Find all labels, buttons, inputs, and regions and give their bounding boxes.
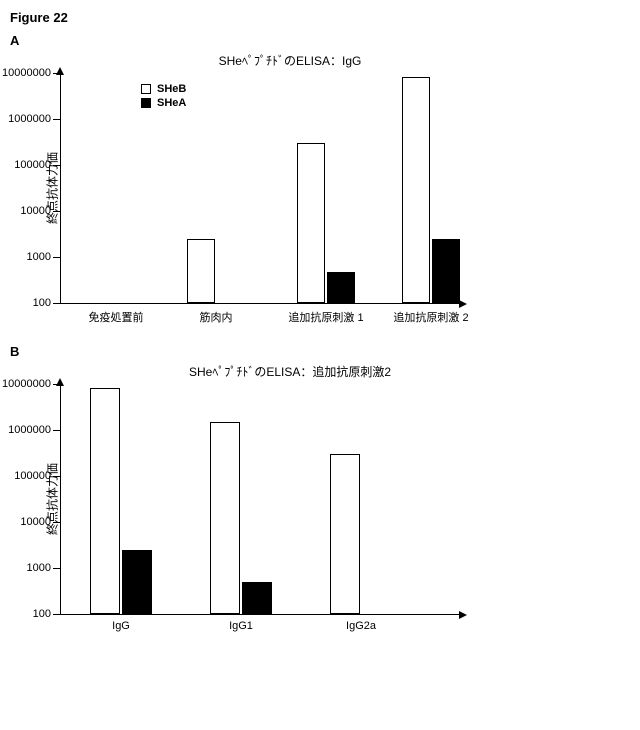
x-tick-label: 筋肉内 xyxy=(200,303,233,325)
y-tick-label: 1000000 xyxy=(8,424,61,436)
bar-SHeA xyxy=(327,272,355,303)
bar-SHeA xyxy=(122,550,152,614)
y-tick-label: 100 xyxy=(33,297,61,309)
figure-label: Figure 22 xyxy=(10,10,630,25)
x-tick-label: IgG2a xyxy=(346,614,376,632)
y-tick-label: 10000000 xyxy=(2,378,61,390)
y-tick-label: 100000 xyxy=(14,470,61,482)
panel-a-label: A xyxy=(10,33,630,48)
x-axis-arrow-icon xyxy=(459,611,467,619)
bar-SHeB xyxy=(330,454,360,614)
y-tick-label: 1000 xyxy=(27,562,61,574)
bar-SHeB xyxy=(210,422,240,614)
panel-b-label: B xyxy=(10,344,630,359)
x-tick-label: 追加抗原刺激 2 xyxy=(393,303,468,325)
bar-SHeB xyxy=(402,77,430,303)
chart-a-title: SHeﾍﾟﾌﾟﾁﾄﾞのELISA：IgG xyxy=(60,52,520,69)
legend-swatch-icon xyxy=(141,84,151,94)
y-tick-label: 10000 xyxy=(20,516,61,528)
y-tick-label: 10000000 xyxy=(2,67,61,79)
bar-SHeA xyxy=(432,239,460,303)
legend-item: SHeB xyxy=(141,83,186,95)
bar-SHeB xyxy=(297,143,325,303)
legend: SHeB SHeA xyxy=(141,83,186,111)
chart-a-plot: 終点抗体力価 100100010000100000100000010000000… xyxy=(60,73,461,304)
bar-SHeB xyxy=(187,239,215,303)
x-tick-label: 免疫処置前 xyxy=(89,303,144,325)
y-tick-label: 10000 xyxy=(20,205,61,217)
legend-swatch-icon xyxy=(141,98,151,108)
bar-SHeB xyxy=(90,388,120,614)
chart-b-title: SHeﾍﾟﾌﾟﾁﾄﾞのELISA：追加抗原刺激2 xyxy=(60,363,520,380)
y-tick-label: 100000 xyxy=(14,159,61,171)
chart-b: SHeﾍﾟﾌﾟﾁﾄﾞのELISA：追加抗原刺激2 終点抗体力価 10010001… xyxy=(60,363,520,615)
y-tick-label: 1000000 xyxy=(8,113,61,125)
legend-item: SHeA xyxy=(141,97,186,109)
legend-label: SHeB xyxy=(157,83,186,95)
y-tick-label: 100 xyxy=(33,608,61,620)
y-tick-label: 1000 xyxy=(27,251,61,263)
x-tick-label: IgG1 xyxy=(229,614,253,632)
legend-label: SHeA xyxy=(157,97,186,109)
chart-b-plot: 終点抗体力価 100100010000100000100000010000000… xyxy=(60,384,461,615)
x-tick-label: IgG xyxy=(112,614,130,632)
x-tick-label: 追加抗原刺激 1 xyxy=(288,303,363,325)
chart-a: SHeﾍﾟﾌﾟﾁﾄﾞのELISA：IgG 終点抗体力価 100100010000… xyxy=(60,52,520,304)
bar-SHeA xyxy=(242,582,272,614)
